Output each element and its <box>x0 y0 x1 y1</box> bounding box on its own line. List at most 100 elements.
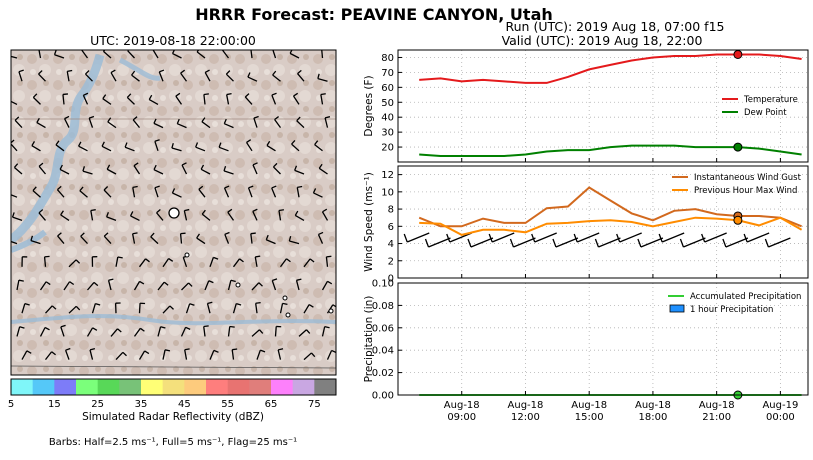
map-barb-feather <box>18 279 24 282</box>
colorbar-swatch <box>206 379 228 395</box>
map-barb-feather <box>184 208 190 212</box>
map-barb-feather <box>59 164 63 170</box>
x-tick-label: Aug-18 <box>699 400 735 411</box>
map-barb <box>209 350 215 360</box>
map-barb <box>103 50 112 59</box>
map-barb-feather <box>103 186 109 191</box>
valid-time-marker <box>733 49 743 59</box>
wind-barb <box>491 232 515 243</box>
wind-barb-feather <box>403 233 408 243</box>
map-barb-feather <box>208 280 214 284</box>
map-barb-feather <box>297 185 303 188</box>
x-tick-label: Aug-18 <box>635 400 671 411</box>
map-barb-feather <box>271 92 277 96</box>
wind-barb-feather <box>594 238 600 248</box>
map-barb <box>162 349 166 360</box>
map-barb <box>158 71 164 82</box>
map-barb-feather <box>64 115 70 120</box>
wind-barb <box>725 237 749 248</box>
map-barb-feather <box>30 235 34 241</box>
map-barb <box>54 54 65 59</box>
wind-barb <box>683 237 706 248</box>
wind-barb-feather <box>488 233 493 243</box>
map-barb-feather <box>81 50 83 51</box>
colorbar-swatch <box>292 379 315 395</box>
wind-barb <box>768 237 791 248</box>
map-barb <box>133 281 141 291</box>
map-barb <box>201 121 211 129</box>
map-barb <box>256 349 261 360</box>
map-barb-feather <box>139 327 145 332</box>
map-barb-feather <box>223 118 227 124</box>
map-barb <box>179 233 183 244</box>
panel-frame <box>397 49 809 163</box>
x-tick-label: 18:00 <box>639 412 668 423</box>
map-barb <box>221 50 230 59</box>
y-tick-label: 0 <box>388 274 394 285</box>
y-axis-label: Degrees (F) <box>363 75 375 136</box>
map-barb-feather <box>164 349 171 352</box>
map-barb <box>266 239 276 245</box>
y-tick-label: 50 <box>381 98 394 109</box>
x-tick-label: 00:00 <box>766 412 795 423</box>
y-tick-label: 20 <box>381 143 394 154</box>
map-barb-feather <box>11 212 15 218</box>
map-barb <box>102 98 112 105</box>
map-barb <box>272 166 281 175</box>
map-barb <box>78 145 88 152</box>
map-barb <box>245 142 253 152</box>
map-barb <box>244 96 253 105</box>
map-barb <box>162 258 170 268</box>
map-barb-feather <box>171 50 176 54</box>
map-barb <box>39 281 47 291</box>
map-barb-feather <box>180 69 186 74</box>
map-barb <box>227 326 231 337</box>
map-barb-feather <box>314 140 319 146</box>
map-barb-feather <box>132 185 138 188</box>
map-barb <box>90 210 94 221</box>
map-barb <box>39 327 46 337</box>
wind-barb <box>470 237 494 248</box>
map-barb <box>107 121 117 129</box>
map-barb-feather <box>57 232 62 237</box>
map-barb-feather <box>239 258 244 263</box>
map-barb-feather <box>236 302 242 306</box>
map-barb-feather <box>132 232 138 235</box>
colorbar-tick: 45 <box>178 399 191 410</box>
map-barb <box>138 258 147 268</box>
legend-label: 1 hour Precipitation <box>690 305 773 315</box>
map-barb <box>38 165 47 175</box>
colorbar-swatch <box>227 379 250 395</box>
map-barb <box>11 55 18 59</box>
wind-barb <box>406 232 430 243</box>
map-barb <box>45 305 53 314</box>
map-barb-feather <box>19 326 25 329</box>
map-barb <box>153 169 164 175</box>
map-barb <box>297 73 305 82</box>
map-barb <box>181 164 188 175</box>
map-barb <box>89 349 94 360</box>
map-barb <box>296 120 305 129</box>
map-barb <box>66 71 70 82</box>
map-barb <box>279 258 287 268</box>
y-tick-label: 60 <box>381 83 394 94</box>
map-barb <box>224 123 234 129</box>
map-barb-feather <box>150 232 155 238</box>
map-barb-feather <box>272 278 278 282</box>
map-barb <box>203 94 206 105</box>
map-barb <box>289 52 300 59</box>
map-barb-feather <box>200 164 205 170</box>
map-barb <box>298 329 307 337</box>
map-barb <box>271 280 277 291</box>
map-barb-feather <box>60 210 64 216</box>
map-barb <box>63 118 70 128</box>
x-tick-label: 12:00 <box>511 412 540 423</box>
legend-label: Accumulated Precipitation <box>690 292 801 302</box>
map-barb-feather <box>79 186 84 192</box>
map-barb <box>87 281 95 291</box>
map-barb <box>132 119 141 129</box>
map-barb <box>157 281 165 291</box>
map-barb-feather <box>198 185 204 190</box>
map-barb-feather <box>117 328 122 333</box>
